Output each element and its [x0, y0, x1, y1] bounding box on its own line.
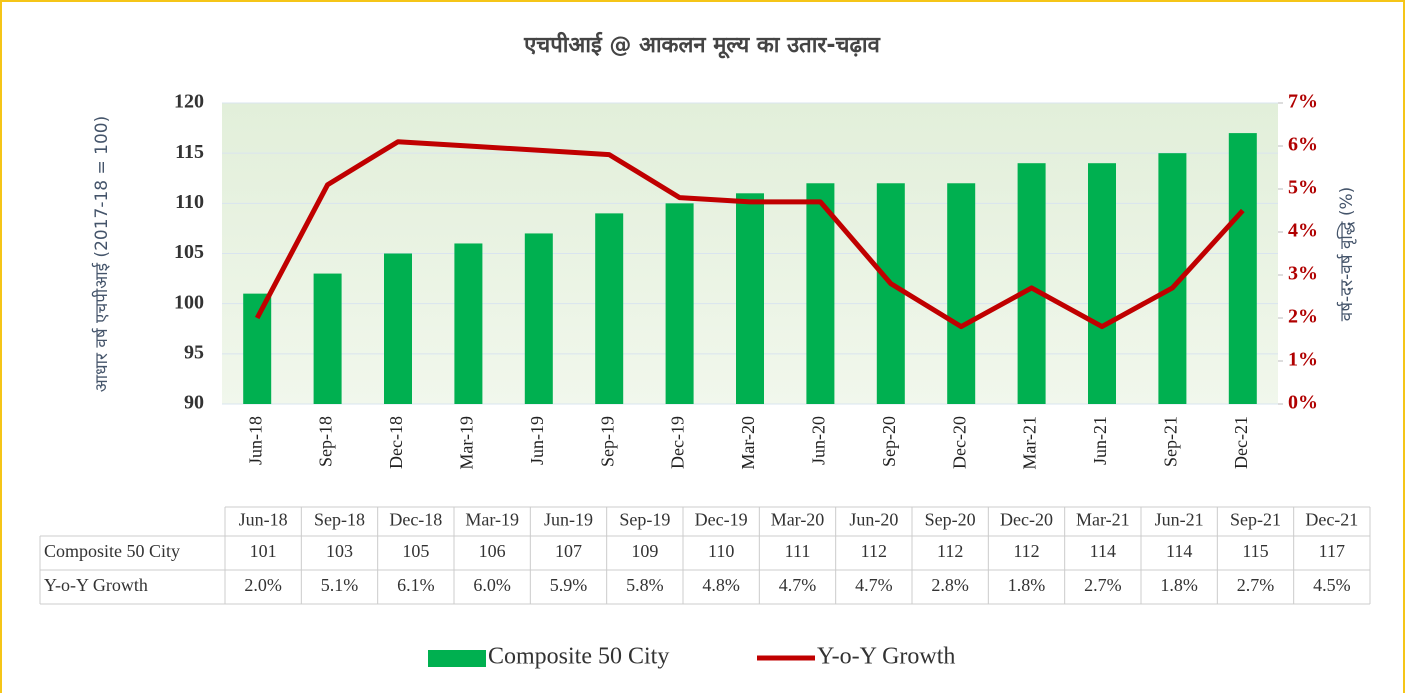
bar — [1017, 163, 1046, 404]
table-header: Dec-20 — [1000, 510, 1053, 530]
table-header: Mar-19 — [465, 510, 519, 530]
legend-swatch — [428, 650, 486, 667]
bar — [454, 243, 483, 404]
chart-title: एचपीआई @ आकलन मूल्य का उतार-चढ़ाव — [523, 31, 880, 59]
x-tick-label: Jun-21 — [1090, 416, 1110, 465]
y-axis-label: आधार वर्ष एचपीआई (2017-18 = 100) — [91, 116, 112, 392]
x-tick-label: Sep-19 — [597, 416, 617, 467]
bar — [384, 253, 412, 404]
y2-tick-label: 6% — [1288, 134, 1318, 156]
table-cell: 4.7% — [855, 575, 893, 595]
bar — [1088, 163, 1116, 404]
x-tick-label: Jun-20 — [809, 416, 829, 465]
y-tick-label: 105 — [174, 241, 204, 263]
legend-label: Y-o-Y Growth — [817, 644, 955, 670]
x-tick-label: Mar-20 — [738, 416, 758, 470]
table-header: Mar-20 — [771, 510, 825, 530]
y-tick-label: 95 — [184, 341, 204, 363]
table-header: Jun-21 — [1155, 510, 1204, 530]
y2-tick-label: 7% — [1288, 91, 1318, 113]
x-tick-label: Sep-18 — [316, 416, 336, 467]
y2-tick-label: 3% — [1288, 263, 1318, 285]
table-cell: 105 — [402, 541, 429, 561]
bar — [243, 293, 272, 404]
x-tick-label: Dec-20 — [949, 416, 969, 469]
y2-tick-label: 5% — [1288, 177, 1318, 199]
y2-axis-label: वर्ष-दर-वर्ष वृद्धि (%) — [1336, 187, 1357, 321]
y-tick-label: 115 — [175, 141, 204, 163]
table-cell: 109 — [631, 541, 658, 561]
y2-tick-label: 4% — [1288, 220, 1318, 242]
x-tick-label: Sep-21 — [1161, 416, 1181, 467]
table-cell: 115 — [1242, 541, 1268, 561]
table-cell: 5.1% — [321, 575, 359, 595]
table-row-header: Y-o-Y Growth — [44, 575, 148, 595]
y-tick-label: 110 — [175, 191, 204, 213]
table-header: Dec-19 — [695, 510, 748, 530]
bar — [806, 183, 835, 404]
y2-tick-label: 2% — [1288, 306, 1318, 328]
bar — [947, 183, 976, 404]
bar — [1228, 133, 1257, 404]
x-tick-label: Dec-19 — [668, 416, 688, 469]
bar — [313, 273, 342, 404]
bar — [665, 203, 694, 404]
table-cell: 4.7% — [779, 575, 817, 595]
table-cell: 2.0% — [244, 575, 282, 595]
table-header: Jun-18 — [239, 510, 288, 530]
y-tick-label: 100 — [174, 291, 204, 313]
table-cell: 107 — [555, 541, 582, 561]
table-cell: 112 — [1013, 541, 1039, 561]
bar — [524, 233, 553, 404]
table-cell: 6.0% — [473, 575, 511, 595]
table-cell: 111 — [785, 541, 811, 561]
table-cell: 112 — [937, 541, 963, 561]
table-header: Sep-20 — [925, 510, 976, 530]
table-cell: 101 — [250, 541, 277, 561]
bar — [736, 193, 764, 404]
x-tick-label: Jun-18 — [245, 416, 265, 465]
table-header: Dec-21 — [1305, 510, 1358, 530]
table-cell: 1.8% — [1008, 575, 1046, 595]
x-tick-label: Sep-20 — [879, 416, 899, 467]
table-header: Jun-19 — [544, 510, 593, 530]
table-cell: 4.8% — [702, 575, 740, 595]
table-header: Jun-20 — [849, 510, 898, 530]
x-tick-label: Mar-21 — [1020, 416, 1040, 470]
y-tick-label: 90 — [184, 392, 204, 414]
table-row-header: Composite 50 City — [44, 541, 180, 561]
bar — [595, 213, 624, 404]
table-cell: 2.7% — [1237, 575, 1275, 595]
table-header: Sep-18 — [314, 510, 365, 530]
table-cell: 114 — [1090, 541, 1116, 561]
x-tick-label: Dec-18 — [386, 416, 406, 469]
line — [254, 139, 1245, 330]
bar — [876, 183, 905, 404]
table-cell: 103 — [326, 541, 353, 561]
table-cell: 4.5% — [1313, 575, 1351, 595]
table-header: Dec-18 — [389, 510, 442, 530]
table-cell: 106 — [479, 541, 506, 561]
y2-tick-label: 0% — [1288, 392, 1318, 414]
table-header: Mar-21 — [1076, 510, 1130, 530]
table-cell: 6.1% — [397, 575, 435, 595]
table-header: Sep-21 — [1230, 510, 1281, 530]
table-cell: 117 — [1319, 541, 1345, 561]
table-cell: 114 — [1166, 541, 1192, 561]
legend-label: Composite 50 City — [488, 644, 669, 670]
table-cell: 5.9% — [550, 575, 588, 595]
y-tick-label: 120 — [174, 91, 204, 113]
table-cell: 5.8% — [626, 575, 664, 595]
table-cell: 110 — [708, 541, 734, 561]
y2-tick-label: 1% — [1288, 349, 1318, 371]
x-tick-label: Mar-19 — [457, 416, 477, 470]
x-tick-label: Dec-21 — [1231, 416, 1251, 469]
table-cell: 1.8% — [1160, 575, 1198, 595]
table-cell: 2.7% — [1084, 575, 1122, 595]
table-header: Sep-19 — [619, 510, 670, 530]
x-tick-label: Jun-19 — [527, 416, 547, 465]
table-cell: 112 — [861, 541, 887, 561]
table-cell: 2.8% — [931, 575, 969, 595]
